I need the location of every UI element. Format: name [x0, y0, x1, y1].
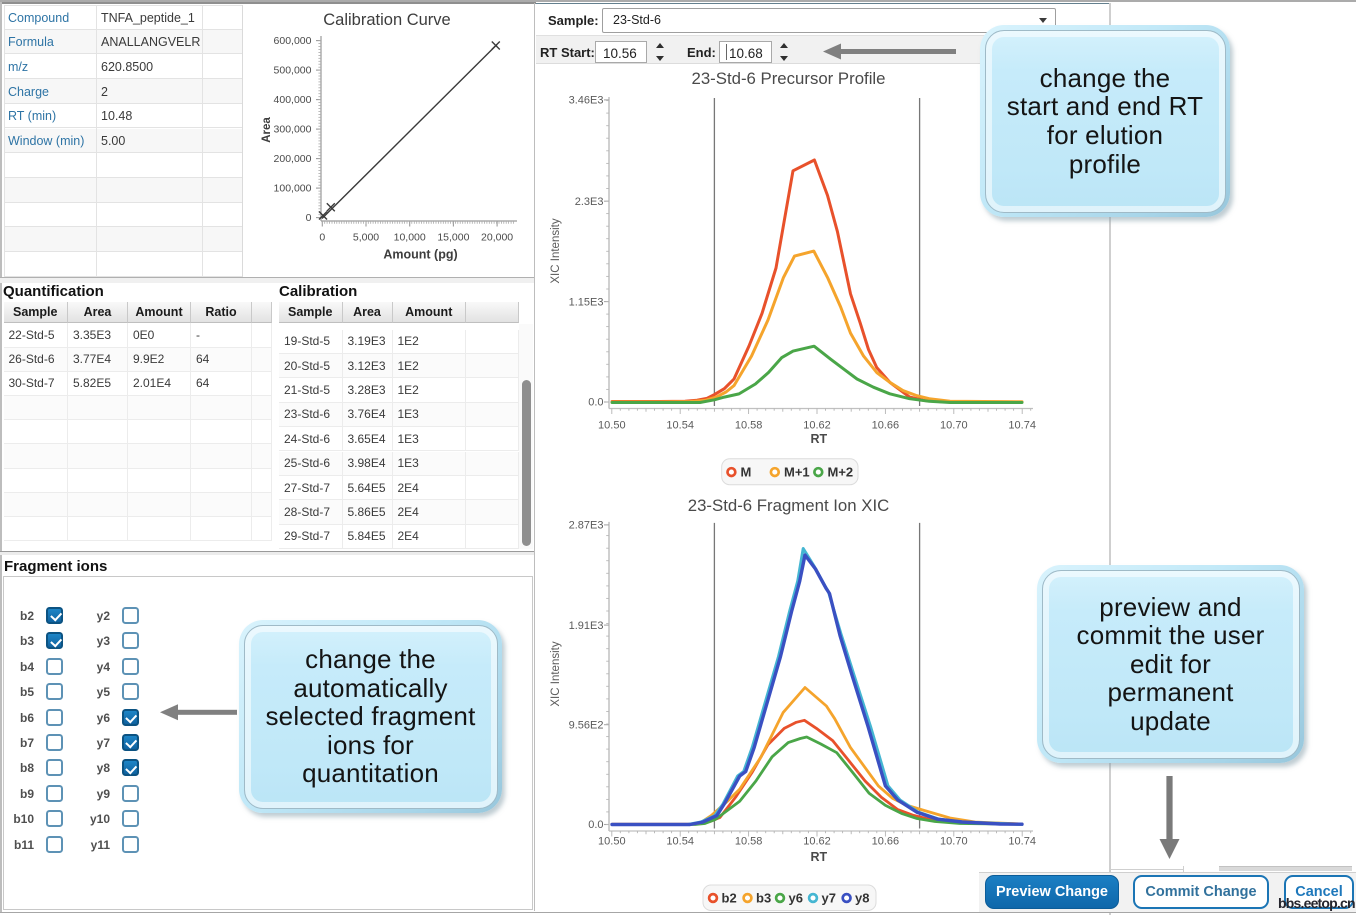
svg-text:Amount (pg): Amount (pg)	[383, 248, 457, 262]
svg-text:500,000: 500,000	[274, 65, 312, 77]
svg-text:y7: y7	[822, 891, 836, 906]
svg-text:10.50: 10.50	[598, 420, 626, 432]
svg-text:10.70: 10.70	[940, 420, 968, 432]
svg-text:0.0: 0.0	[588, 397, 603, 409]
svg-text:10.74: 10.74	[1008, 836, 1036, 848]
svg-text:0: 0	[306, 212, 312, 224]
svg-text:2.87E3: 2.87E3	[569, 520, 604, 532]
svg-text:400,000: 400,000	[274, 94, 312, 106]
svg-text:10.66: 10.66	[872, 836, 900, 848]
svg-text:0.0: 0.0	[588, 819, 603, 831]
svg-text:10.70: 10.70	[940, 836, 968, 848]
svg-text:23-Std-6 Precursor Profile: 23-Std-6 Precursor Profile	[692, 69, 886, 88]
svg-text:10.62: 10.62	[803, 420, 831, 432]
svg-text:20,000: 20,000	[481, 232, 513, 244]
svg-text:M+2: M+2	[828, 464, 854, 479]
svg-text:2.3E3: 2.3E3	[575, 196, 604, 208]
svg-text:10.54: 10.54	[666, 420, 694, 432]
svg-text:10.58: 10.58	[735, 420, 763, 432]
svg-text:200,000: 200,000	[274, 153, 312, 165]
svg-text:10.50: 10.50	[598, 836, 626, 848]
svg-text:15,000: 15,000	[437, 232, 469, 244]
svg-text:1.91E3: 1.91E3	[569, 620, 604, 632]
svg-text:Area: Area	[261, 117, 273, 143]
svg-text:M: M	[741, 464, 752, 479]
svg-text:y6: y6	[789, 891, 803, 906]
svg-text:10,000: 10,000	[394, 232, 426, 244]
svg-text:600,000: 600,000	[274, 35, 312, 47]
svg-text:1.15E3: 1.15E3	[569, 296, 604, 308]
svg-text:9.56E2: 9.56E2	[569, 719, 604, 731]
svg-text:RT: RT	[810, 850, 827, 864]
svg-text:10.62: 10.62	[803, 836, 831, 848]
svg-text:10.54: 10.54	[666, 836, 694, 848]
svg-text:Calibration Curve: Calibration Curve	[323, 11, 450, 29]
svg-text:10.58: 10.58	[735, 836, 763, 848]
svg-text:10.74: 10.74	[1008, 420, 1036, 432]
svg-text:3.46E3: 3.46E3	[569, 95, 604, 107]
svg-text:23-Std-6 Fragment Ion XIC: 23-Std-6 Fragment Ion XIC	[688, 496, 889, 515]
svg-text:10.66: 10.66	[872, 420, 900, 432]
svg-text:300,000: 300,000	[274, 124, 312, 136]
svg-text:0: 0	[319, 232, 325, 244]
svg-text:5,000: 5,000	[353, 232, 379, 244]
svg-text:XIC Intensity: XIC Intensity	[550, 641, 562, 706]
svg-text:y8: y8	[855, 891, 869, 906]
svg-text:b3: b3	[756, 891, 771, 906]
svg-text:100,000: 100,000	[274, 183, 312, 195]
svg-text:b2: b2	[722, 891, 737, 906]
svg-text:RT: RT	[810, 432, 827, 446]
svg-text:XIC Intensity: XIC Intensity	[550, 218, 562, 283]
svg-text:M+1: M+1	[784, 464, 810, 479]
